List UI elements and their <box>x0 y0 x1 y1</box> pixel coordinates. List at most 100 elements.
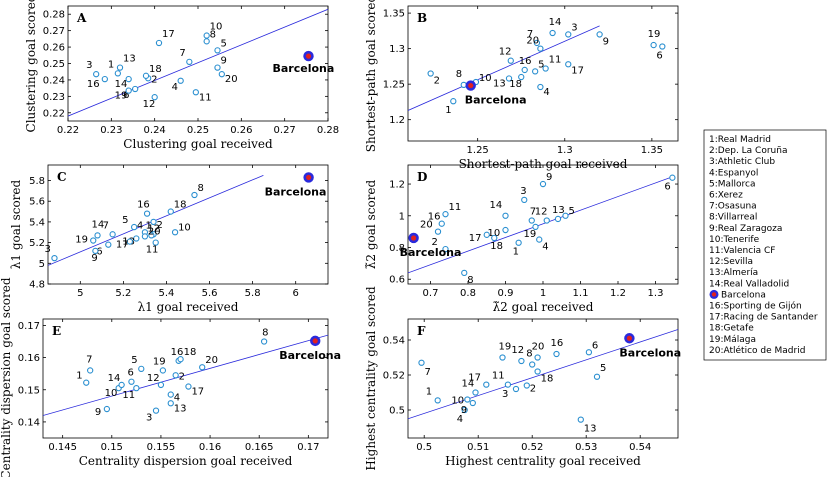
point-label: 2 <box>179 371 185 382</box>
y-tick-label: 1.3 <box>389 44 405 55</box>
panel-d: 0.7 0.8 0.9 1 1.1 1.2 1.3 0.6 0.8 1 1.2 λ̃2 goal re… <box>364 164 679 314</box>
x-tick-label: 5 <box>77 288 83 299</box>
data-point <box>532 68 539 75</box>
data-point <box>539 180 547 188</box>
y-tick-label: 0.5 <box>389 406 405 417</box>
x-tick-label: 1.2 <box>610 288 626 299</box>
x-tick-label: 1.25 <box>467 145 489 156</box>
point-label: 4 <box>457 414 463 425</box>
point-label: 8 <box>456 69 462 80</box>
point-label: 13 <box>174 403 187 414</box>
data-point <box>438 220 445 227</box>
point-label: 12 <box>143 99 156 110</box>
x-tick-label: 0.165 <box>245 442 274 453</box>
data-point <box>131 223 138 231</box>
x-tick-label: 0.16 <box>199 442 221 453</box>
data-point <box>669 174 676 181</box>
y-tick-label: 0.25 <box>43 59 65 70</box>
y-tick-label: 0.16 <box>18 353 40 364</box>
data-point <box>192 89 199 96</box>
point-label: 6 <box>664 182 670 193</box>
legend-highlight-marker-core <box>711 292 717 297</box>
x-tick-label: 0.51 <box>467 442 489 453</box>
x-axis-label: Clustering goal received <box>123 137 273 151</box>
data-point <box>532 223 539 231</box>
data-point <box>199 364 206 371</box>
highlight-point-core <box>626 335 633 341</box>
point-label: 14 <box>490 200 503 211</box>
legend-item: 5:Mallorca <box>709 179 756 189</box>
point-label: 17 <box>191 387 204 398</box>
x-tick-label: 1.1 <box>573 288 589 299</box>
data-point <box>450 98 457 105</box>
point-label: 16 <box>519 56 532 67</box>
y-tick-label: 0.27 <box>43 26 65 37</box>
point-label: 6 <box>96 247 102 258</box>
legend-item: 4:Espanyol <box>709 168 758 178</box>
x-tick-label: 0.17 <box>297 442 319 453</box>
point-label: 1 <box>76 371 82 382</box>
data-point <box>585 349 593 356</box>
y-tick-label: 5.4 <box>29 217 45 228</box>
point-label: 16 <box>171 347 184 358</box>
y-tick-label: 1 <box>399 211 405 222</box>
data-point <box>203 32 210 39</box>
data-point <box>155 39 163 47</box>
data-point <box>528 217 535 224</box>
point-label: 12 <box>499 47 512 58</box>
data-point <box>523 382 530 389</box>
data-point <box>214 47 221 54</box>
x-tick-label: 0.24 <box>144 125 166 136</box>
point-label: 20 <box>225 74 238 85</box>
point-label: 2 <box>530 384 536 395</box>
legend-item: 16:Sporting de Gijón <box>709 301 802 312</box>
data-point <box>167 400 174 407</box>
x-tick-label: 1.3 <box>557 145 573 156</box>
data-point <box>504 381 512 388</box>
y-tick-label: 0.28 <box>43 10 65 21</box>
point-label: 7 <box>179 48 185 59</box>
y-tick-label: 0.22 <box>43 108 65 119</box>
point-label: 11 <box>492 371 505 382</box>
data-point <box>141 233 149 240</box>
data-point <box>521 66 528 74</box>
x-tick-label: 1.3 <box>648 288 664 299</box>
data-point <box>659 43 666 50</box>
point-label: 16 <box>137 200 150 211</box>
y-axis-label: Shortest-path goal scored <box>364 0 378 152</box>
highlight-label: Barcelona <box>400 246 462 259</box>
data-point <box>51 254 58 262</box>
panel-letter: D <box>417 170 427 184</box>
point-label: 8 <box>526 349 532 360</box>
data-point <box>143 210 151 217</box>
y-axis-label: Highest centrality goal scored <box>364 286 378 471</box>
legend-item: 17:Racing de Santander <box>709 313 818 323</box>
data-point <box>418 359 425 366</box>
x-tick-label: 0.7 <box>423 288 439 299</box>
point-label: 3 <box>571 22 577 33</box>
point-label: 8 <box>262 328 268 339</box>
x-tick-label: 0.22 <box>57 125 79 136</box>
fit-line <box>68 8 328 117</box>
data-point <box>126 238 133 245</box>
point-label: 2 <box>432 237 438 248</box>
point-label: 18 <box>490 241 503 252</box>
legend-item: 11:Valencia CF <box>709 246 776 256</box>
point-label: 1 <box>426 386 432 397</box>
point-label: 19 <box>499 342 512 353</box>
legend-item: 1:Real Madrid <box>709 135 771 145</box>
data-point <box>114 70 121 77</box>
point-label: 18 <box>184 347 197 358</box>
panel-b: 1.25 1.3 1.35 1.2 1.25 1.3 1.35 Shortest-path g… <box>364 0 679 171</box>
data-point <box>521 196 528 204</box>
data-point <box>186 58 193 66</box>
data-point <box>132 85 139 93</box>
legend-box <box>703 129 827 361</box>
point-label: 2 <box>157 220 163 231</box>
point-label: 12 <box>535 207 548 218</box>
point-label: 3 <box>146 413 152 424</box>
point-label: 10 <box>451 396 464 407</box>
point-label: 5 <box>569 206 575 217</box>
point-label: 9 <box>603 36 609 47</box>
data-point <box>142 72 150 79</box>
